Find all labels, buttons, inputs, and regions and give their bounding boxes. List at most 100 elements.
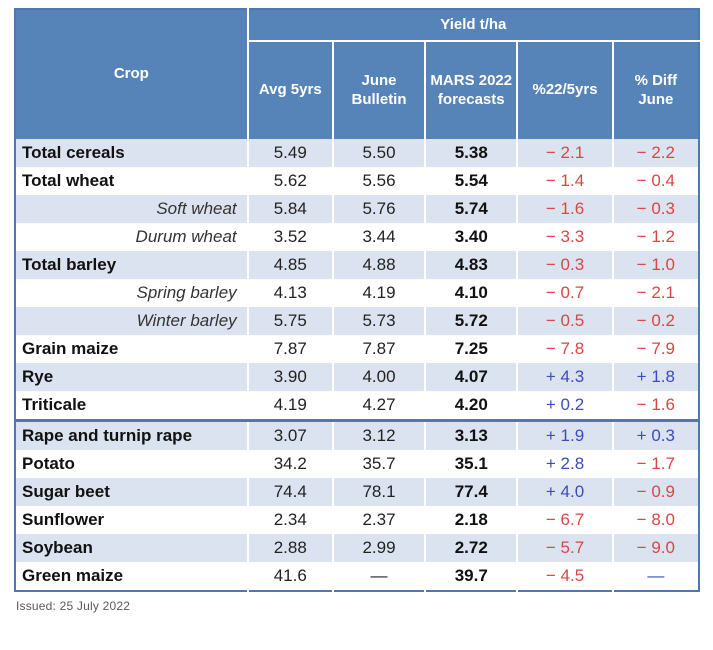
june-bulletin-cell: 3.44 [331,223,426,251]
table-row: Winter barley 5.75 5.73 5.72− 0.5− 0.2 [15,307,699,335]
mars-2022-forecast-cell: 5.38 [424,139,518,167]
mars-2022-forecast-cell: 2.18 [424,506,518,534]
mars-2022-forecast-cell: 4.83 [424,251,518,279]
issued-note: Issued: 25 July 2022 [16,599,131,613]
june-bulletin-cell: 2.37 [331,506,426,534]
june-bulletin-cell: 4.27 [331,391,426,421]
pct-diff-june-cell: − 0.4 [611,167,699,195]
table-row: Sunflower 2.34 2.37 2.18− 6.7− 8.0 [15,506,699,534]
pct-diff-june-cell: − 2.2 [611,139,699,167]
crop-name-cell: Total wheat [15,167,248,195]
crop-name-cell: Durum wheat [15,223,248,251]
column-header-mars-2022-forecasts: MARS 2022 forecasts [424,41,518,139]
pct22-5yrs-cell: + 2.8 [516,450,613,478]
pct-diff-june-cell: − 2.1 [611,279,699,307]
pct-diff-june-cell: − 1.7 [611,450,699,478]
mars-2022-forecast-cell: 4.20 [424,391,518,421]
avg-5yrs-cell: 7.87 [246,335,333,363]
mars-2022-forecast-cell: 4.07 [424,363,518,391]
avg-5yrs-cell: 5.49 [246,139,333,167]
crop-name-cell: Triticale [15,391,248,421]
column-header-pct22-5yrs: %22/5yrs [516,41,613,139]
mars-2022-forecast-cell: 5.54 [424,167,518,195]
pct22-5yrs-cell: + 1.9 [516,419,613,450]
june-bulletin-cell: 5.56 [331,167,426,195]
avg-5yrs-cell: 74.4 [246,478,333,506]
june-bulletin-cell: 4.00 [331,363,426,391]
table-row: Total wheat 5.62 5.56 5.54− 1.4− 0.4 [15,167,699,195]
crop-name-cell: Soft wheat [15,195,248,223]
pct-diff-june-cell: + 1.8 [611,363,699,391]
pct22-5yrs-cell: − 0.3 [516,251,613,279]
avg-5yrs-cell: 5.62 [246,167,333,195]
group-header-yield: Yield t/ha [247,9,699,42]
avg-5yrs-cell: 2.34 [246,506,333,534]
table-row: Total cereals 5.49 5.50 5.38− 2.1− 2.2 [15,139,699,167]
avg-5yrs-cell: 5.84 [246,195,333,223]
table-row: Potato 34.2 35.7 35.1 + 2.8− 1.7 [15,450,699,478]
mars-2022-forecast-cell: 3.40 [424,223,518,251]
table-row: Durum wheat 3.52 3.44 3.40− 3.3− 1.2 [15,223,699,251]
pct-diff-june-cell: − 9.0 [611,534,699,562]
avg-5yrs-cell: 4.19 [246,391,333,421]
table-row: Spring barley 4.13 4.19 4.10− 0.7− 2.1 [15,279,699,307]
june-bulletin-cell: 5.73 [331,307,426,335]
pct-diff-june-cell: + 0.3 [611,419,699,450]
pct22-5yrs-cell: − 3.3 [516,223,613,251]
mars-2022-forecast-cell: 5.72 [424,307,518,335]
column-header-avg-5yrs: Avg 5yrs [247,41,333,139]
pct22-5yrs-cell: − 4.5 [516,562,613,591]
june-bulletin-cell: 4.19 [331,279,426,307]
crop-name-cell: Grain maize [15,335,248,363]
avg-5yrs-cell: 4.13 [246,279,333,307]
column-header-crop: Crop [15,9,249,139]
crop-name-cell: Rape and turnip rape [15,419,248,450]
pct-diff-june-cell: − 8.0 [611,506,699,534]
avg-5yrs-cell: 41.6 [246,562,333,591]
june-bulletin-cell: 5.76 [331,195,426,223]
mars-2022-forecast-cell: 2.72 [424,534,518,562]
table-row: Rye 3.90 4.00 4.07 + 4.3 + 1.8 [15,363,699,391]
pct-diff-june-cell: − 7.9 [611,335,699,363]
pct22-5yrs-cell: − 0.7 [516,279,613,307]
pct22-5yrs-cell: − 7.8 [516,335,613,363]
column-header-pct-diff-june: % Diff June [611,41,699,139]
table-row: Soybean 2.88 2.99 2.72− 5.7− 9.0 [15,534,699,562]
crop-name-cell: Spring barley [15,279,248,307]
pct-diff-june-cell: − 1.2 [611,223,699,251]
pct22-5yrs-cell: − 1.6 [516,195,613,223]
crop-name-cell: Total barley [15,251,248,279]
yield-forecast-table: Crop Yield t/ha Avg 5yrs June Bulletin M… [14,8,700,592]
pct22-5yrs-cell: − 0.5 [516,307,613,335]
june-bulletin-cell: 2.99 [331,534,426,562]
pct-diff-june-cell: − 0.3 [611,195,699,223]
mars-2022-forecast-cell: 3.13 [424,419,518,450]
pct22-5yrs-cell: − 1.4 [516,167,613,195]
pct-diff-june-cell: — [611,562,699,591]
pct-diff-june-cell: − 1.6 [611,391,699,421]
table-body: Total cereals 5.49 5.50 5.38− 2.1− 2.2 Total… [15,139,699,591]
mars-2022-forecast-cell: 5.74 [424,195,518,223]
june-bulletin-cell: 35.7 [331,450,426,478]
table-row: Soft wheat 5.84 5.76 5.74− 1.6− 0.3 [15,195,699,223]
june-bulletin-cell: 78.1 [331,478,426,506]
table-row: Rape and turnip rape 3.07 3.12 3.13 + 1.9 + 0… [15,419,699,450]
avg-5yrs-cell: 3.90 [246,363,333,391]
pct22-5yrs-cell: − 6.7 [516,506,613,534]
crop-name-cell: Rye [15,363,248,391]
pct22-5yrs-cell: + 4.0 [516,478,613,506]
crop-name-cell: Soybean [15,534,248,562]
crop-name-cell: Total cereals [15,139,248,167]
mars-2022-forecast-cell: 39.7 [424,562,518,591]
pct22-5yrs-cell: + 0.2 [516,391,613,421]
avg-5yrs-cell: 2.88 [246,534,333,562]
avg-5yrs-cell: 3.07 [246,419,333,450]
table-row: Total barley 4.85 4.88 4.83− 0.3− 1.0 [15,251,699,279]
june-bulletin-cell: 5.50 [331,139,426,167]
table-row: Sugar beet 74.4 78.1 77.4 + 4.0− 0.9 [15,478,699,506]
june-bulletin-cell: 7.87 [331,335,426,363]
pct22-5yrs-cell: − 5.7 [516,534,613,562]
pct-diff-june-cell: − 0.2 [611,307,699,335]
column-header-june-bulletin: June Bulletin [331,41,426,139]
